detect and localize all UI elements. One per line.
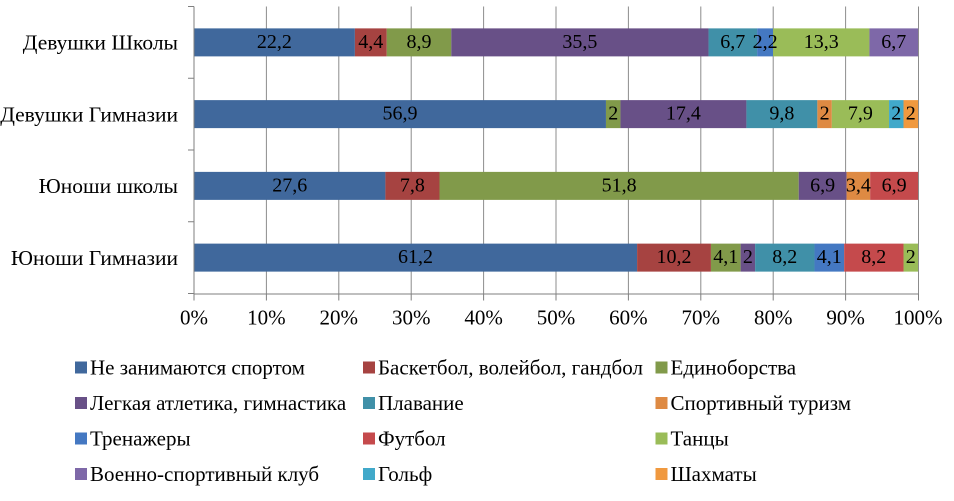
svg-text:Спортивный туризм: Спортивный туризм (671, 391, 852, 415)
svg-text:90%: 90% (826, 306, 865, 330)
svg-text:100%: 100% (894, 306, 943, 330)
svg-text:Шахматы: Шахматы (671, 462, 757, 486)
svg-text:6,9: 6,9 (882, 174, 907, 196)
svg-text:7,8: 7,8 (400, 174, 425, 196)
svg-text:Танцы: Танцы (671, 427, 729, 451)
svg-text:80%: 80% (754, 306, 793, 330)
svg-text:6,7: 6,7 (720, 31, 745, 53)
svg-text:Легкая атлетика, гимнастика: Легкая атлетика, гимнастика (90, 391, 347, 415)
svg-text:2: 2 (906, 246, 916, 268)
svg-text:8,9: 8,9 (407, 31, 432, 53)
svg-text:Гольф: Гольф (378, 462, 432, 486)
svg-text:2: 2 (906, 103, 916, 125)
svg-text:2: 2 (743, 246, 753, 268)
svg-text:35,5: 35,5 (562, 31, 597, 53)
svg-text:9,8: 9,8 (769, 103, 794, 125)
svg-text:60%: 60% (609, 306, 648, 330)
svg-text:4,4: 4,4 (358, 31, 383, 53)
svg-text:13,3: 13,3 (804, 31, 839, 53)
svg-text:Девушки Школы: Девушки Школы (23, 31, 178, 55)
svg-text:56,9: 56,9 (383, 103, 418, 125)
svg-text:6,7: 6,7 (881, 31, 906, 53)
svg-text:30%: 30% (392, 306, 431, 330)
svg-text:8,2: 8,2 (861, 246, 886, 268)
svg-text:40%: 40% (464, 306, 503, 330)
svg-text:20%: 20% (320, 306, 359, 330)
svg-text:0%: 0% (180, 306, 208, 330)
svg-text:3,4: 3,4 (846, 174, 871, 196)
svg-text:4,1: 4,1 (713, 246, 738, 268)
svg-text:10,2: 10,2 (657, 246, 692, 268)
svg-text:Военно-спортивный клуб: Военно-спортивный клуб (90, 462, 319, 486)
svg-text:27,6: 27,6 (272, 174, 307, 196)
svg-text:Девушки Гимназии: Девушки Гимназии (0, 102, 178, 126)
svg-text:7,9: 7,9 (848, 103, 873, 125)
svg-text:Плавание: Плавание (378, 391, 464, 415)
svg-text:8,2: 8,2 (772, 246, 797, 268)
svg-text:2: 2 (608, 103, 618, 125)
svg-text:4,1: 4,1 (817, 246, 842, 268)
svg-text:Единоборства: Единоборства (671, 356, 797, 380)
svg-text:Баскетбол, волейбол, гандбол: Баскетбол, волейбол, гандбол (378, 356, 643, 380)
svg-text:Юноши школы: Юноши школы (39, 174, 178, 198)
svg-text:70%: 70% (682, 306, 721, 330)
svg-text:2,2: 2,2 (753, 31, 778, 53)
svg-text:2: 2 (891, 103, 901, 125)
svg-text:22,2: 22,2 (257, 31, 292, 53)
svg-text:Не занимаются спортом: Не занимаются спортом (90, 356, 305, 380)
svg-text:2: 2 (820, 103, 830, 125)
svg-text:50%: 50% (537, 306, 576, 330)
svg-text:17,4: 17,4 (666, 103, 701, 125)
svg-text:Тренажеры: Тренажеры (90, 427, 191, 451)
svg-text:6,9: 6,9 (810, 174, 835, 196)
svg-text:10%: 10% (247, 306, 286, 330)
svg-text:51,8: 51,8 (602, 174, 637, 196)
svg-text:61,2: 61,2 (398, 246, 433, 268)
svg-text:Юноши Гимназии: Юноши Гимназии (11, 246, 178, 270)
svg-text:Футбол: Футбол (378, 427, 446, 451)
